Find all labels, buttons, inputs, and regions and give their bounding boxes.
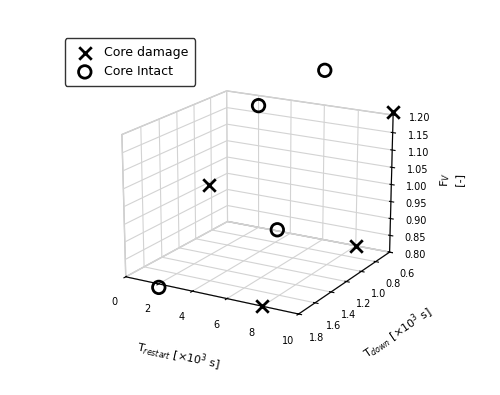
- Y-axis label: T$_{down}$ [$\times$10$^3$ s]: T$_{down}$ [$\times$10$^3$ s]: [359, 303, 436, 363]
- X-axis label: T$_{restart}$ [$\times$10$^3$ s]: T$_{restart}$ [$\times$10$^3$ s]: [135, 338, 222, 374]
- Legend: Core damage, Core Intact: Core damage, Core Intact: [65, 38, 196, 86]
